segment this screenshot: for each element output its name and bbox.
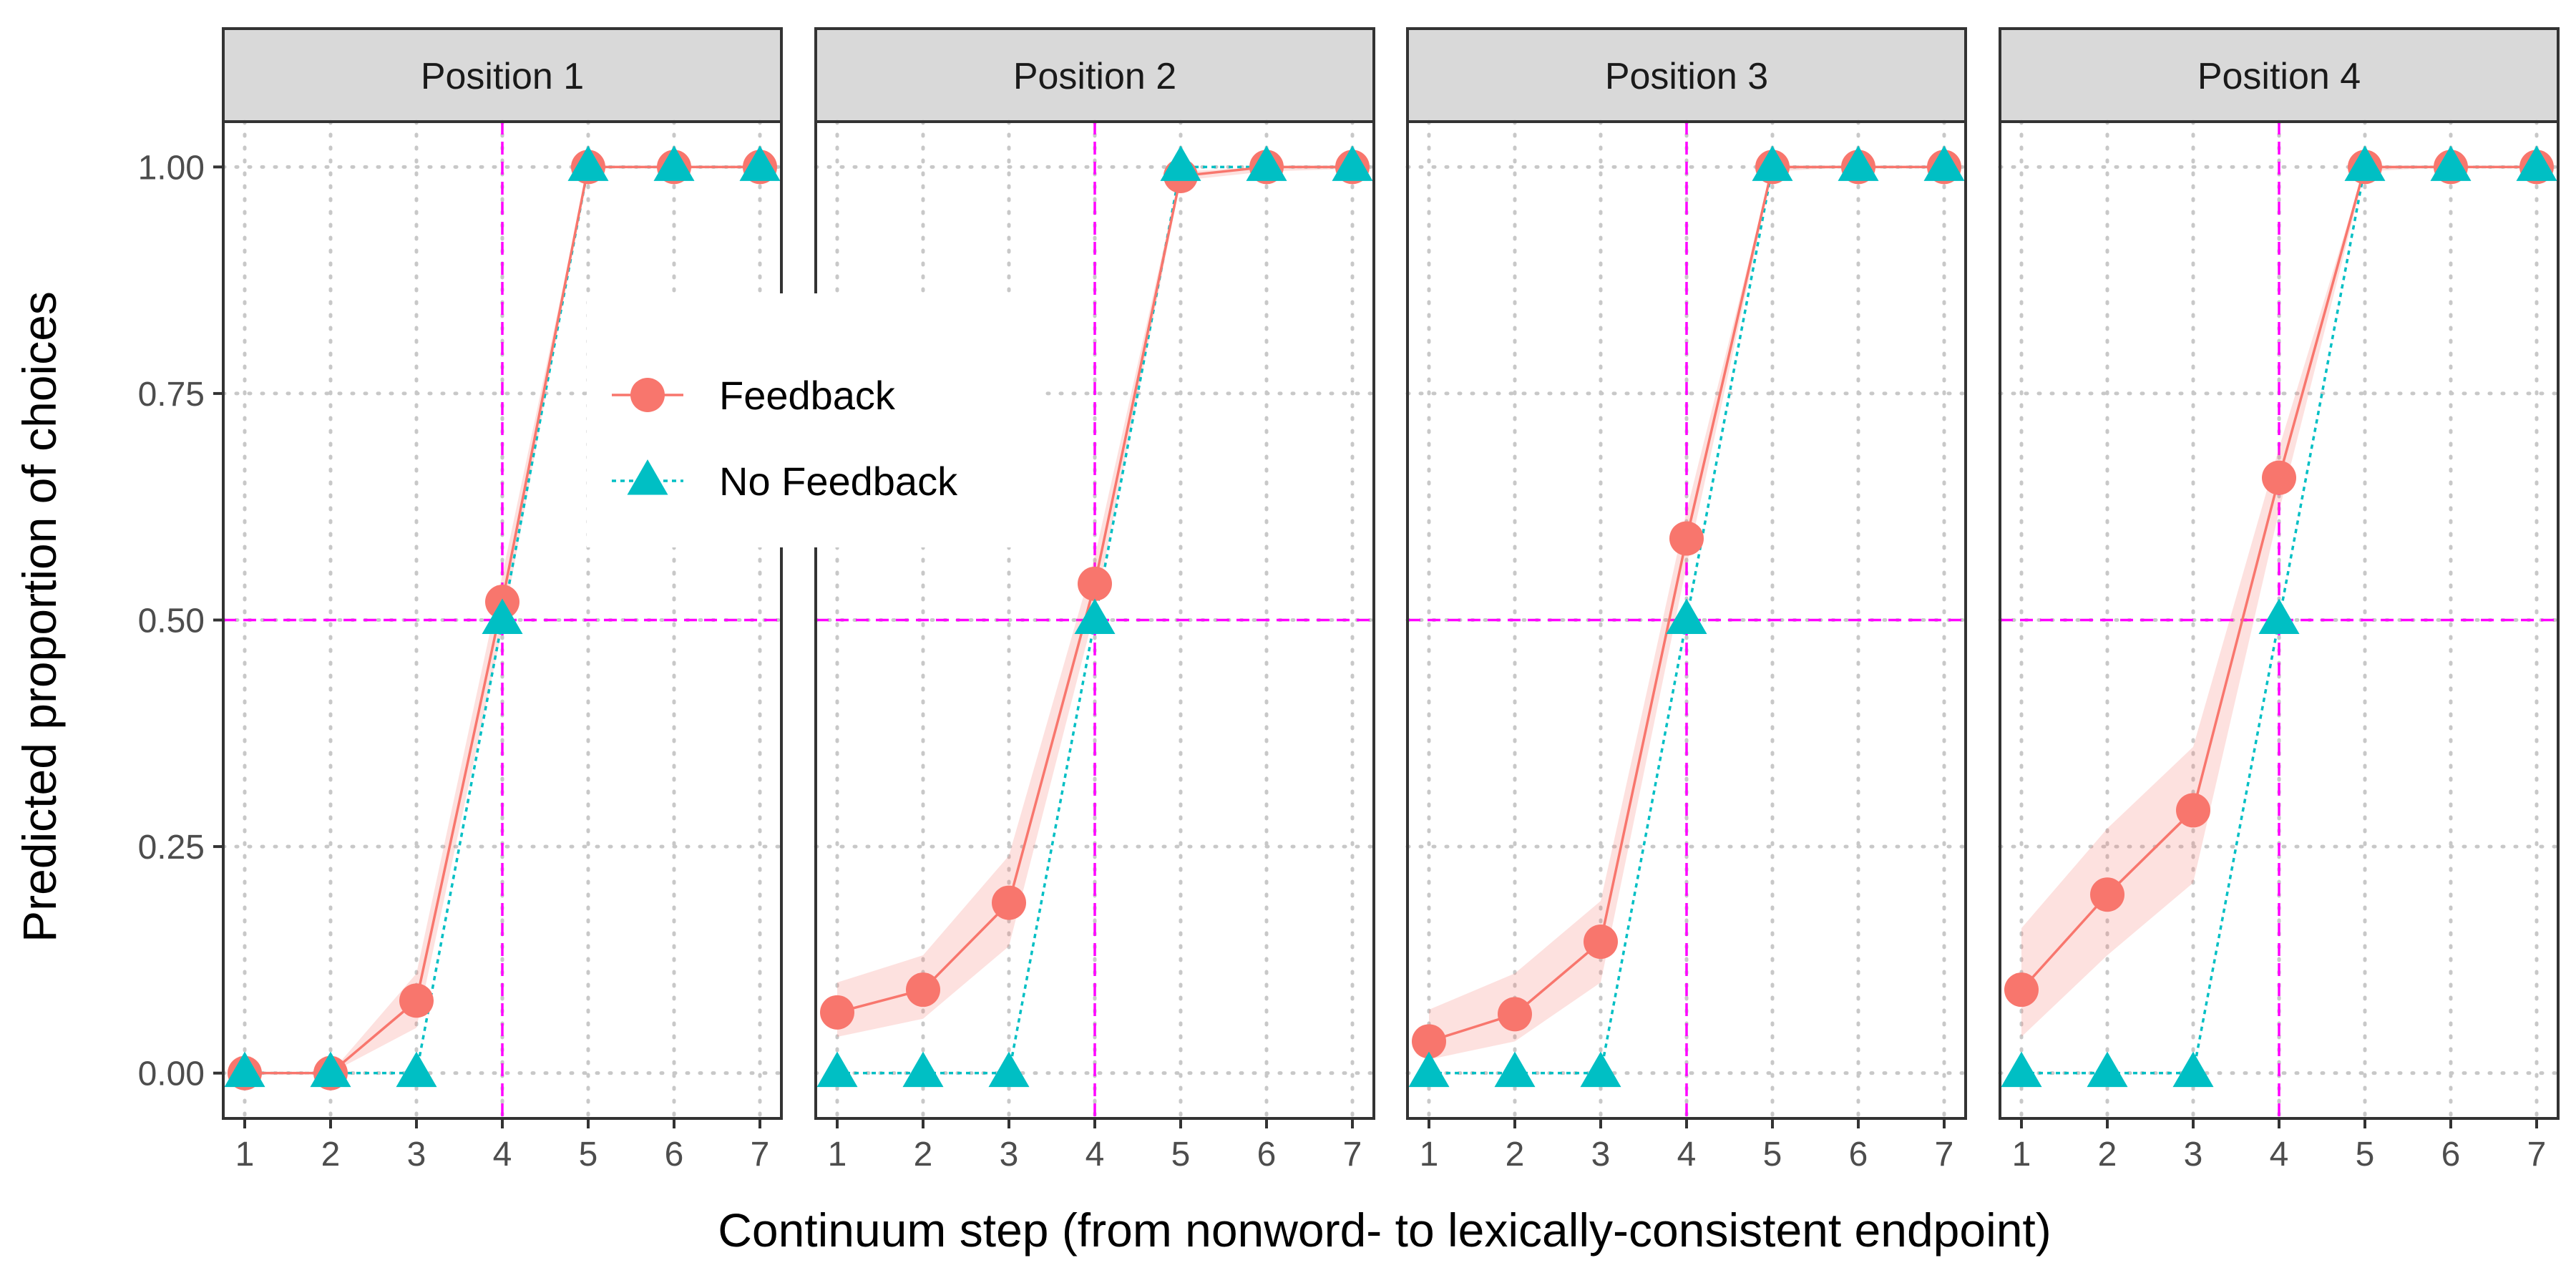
x-axis-title: Continuum step (from nonword- to lexical…: [718, 1204, 2051, 1257]
no-feedback-point: [567, 145, 609, 181]
x-tick-label: 4: [493, 1136, 512, 1174]
feedback-point: [1498, 997, 1532, 1032]
x-tick-label: 3: [1000, 1136, 1019, 1174]
legend-feedback-marker: [630, 378, 665, 412]
no-feedback-point: [2001, 1051, 2042, 1088]
no-feedback-point: [1408, 1051, 1450, 1088]
x-tick-label: 6: [1849, 1136, 1868, 1174]
no-feedback-point: [1074, 598, 1116, 634]
x-tick-label: 4: [2270, 1136, 2289, 1174]
legend: Feedback No Feedback: [587, 293, 1045, 547]
x-tick-label: 7: [1935, 1136, 1954, 1174]
x-tick-label: 2: [914, 1136, 933, 1174]
y-tick-label: 1.00: [138, 149, 205, 187]
panel-title: Position 2: [1013, 56, 1176, 97]
feedback-point: [992, 885, 1026, 920]
x-tick-label: 3: [1591, 1136, 1611, 1174]
panel-strip: [222, 27, 783, 123]
y-tick-label: 0.75: [138, 376, 205, 414]
feedback-point: [1412, 1024, 1446, 1059]
no-feedback-point: [739, 145, 781, 181]
no-feedback-point: [1666, 598, 1707, 634]
legend-no-feedback-marker: [627, 459, 668, 495]
legend-feedback-label: Feedback: [719, 373, 896, 418]
panel-strip: [1999, 27, 2560, 123]
feedback-point: [906, 972, 940, 1008]
x-tick-label: 5: [1763, 1136, 1782, 1174]
feedback-confidence-ribbon: [2021, 167, 2537, 1038]
x-tick-label: 5: [2356, 1136, 2375, 1174]
no-feedback-point: [653, 145, 695, 181]
panel-2: Position 2 1 2 3 4 5 6 7: [814, 27, 1376, 1174]
x-tick-label: 6: [2441, 1136, 2461, 1174]
no-feedback-point: [1752, 145, 1793, 181]
panel-title: Position 3: [1605, 56, 1768, 97]
no-feedback-point: [816, 1051, 858, 1088]
x-tick-label: 3: [2184, 1136, 2203, 1174]
x-tick-label: 2: [321, 1136, 341, 1174]
x-tick-label: 1: [235, 1136, 255, 1174]
y-axis-title: Predicted proportion of choices: [13, 291, 66, 942]
y-tick-label: 0.50: [138, 602, 205, 640]
no-feedback-point: [1332, 145, 1373, 181]
x-tick-label: 2: [2098, 1136, 2117, 1174]
feedback-point: [2004, 972, 2039, 1008]
panel-4: Position 4 1 2 3 4 5 6 7: [1998, 27, 2560, 1174]
x-tick-label: 1: [2012, 1136, 2031, 1174]
feedback-point: [1584, 924, 1618, 960]
y-tick-label: 0.00: [138, 1055, 205, 1093]
no-feedback-point: [1246, 145, 1287, 181]
x-tick-label: 7: [1343, 1136, 1362, 1174]
y-tick-label: 0.25: [138, 829, 205, 867]
x-tick-label: 1: [828, 1136, 847, 1174]
no-feedback-point: [902, 1051, 944, 1088]
legend-no-feedback-label: No Feedback: [719, 459, 958, 504]
no-feedback-point: [2516, 145, 2557, 181]
no-feedback-point: [2430, 145, 2472, 181]
x-tick-label: 7: [2527, 1136, 2547, 1174]
legend-background: [587, 293, 1045, 547]
no-feedback-point: [2087, 1051, 2128, 1088]
x-tick-label: 5: [1171, 1136, 1191, 1174]
no-feedback-point: [2258, 598, 2300, 634]
no-feedback-point: [1580, 1051, 1621, 1088]
x-tick-label: 2: [1506, 1136, 1525, 1174]
x-tick-label: 4: [1677, 1136, 1697, 1174]
no-feedback-point: [2172, 1051, 2214, 1088]
panel-title: Position 1: [421, 56, 584, 97]
no-feedback-point: [396, 1051, 437, 1088]
x-tick-label: 7: [751, 1136, 770, 1174]
no-feedback-point: [224, 1051, 265, 1088]
x-tick-label: 3: [407, 1136, 426, 1174]
panel-title: Position 4: [2197, 56, 2361, 97]
feedback-point: [1669, 521, 1704, 556]
feedback-point: [1078, 566, 1112, 601]
no-feedback-point: [310, 1051, 351, 1088]
x-tick-label: 5: [579, 1136, 598, 1174]
no-feedback-point: [1160, 145, 1201, 181]
feedback-point: [2176, 793, 2210, 828]
feedback-point: [399, 983, 434, 1018]
gridlines: [1405, 119, 1968, 1121]
no-feedback-point: [1923, 145, 1965, 181]
panel-3: Position 3 1 2 3 4 5 6 7: [1405, 27, 1968, 1174]
no-feedback-point: [988, 1051, 1030, 1088]
x-tick-label: 1: [1420, 1136, 1439, 1174]
no-feedback-point: [482, 598, 523, 634]
x-tick-label: 6: [1257, 1136, 1277, 1174]
x-tick-label: 4: [1085, 1136, 1105, 1174]
panel-1: Position 1 1 2 3 4 5 6 7: [221, 27, 784, 1174]
no-feedback-point: [1838, 145, 1879, 181]
feedback-point: [2090, 877, 2124, 912]
x-tick-label: 6: [665, 1136, 684, 1174]
no-feedback-point: [1494, 1051, 1536, 1088]
no-feedback-point: [2344, 145, 2386, 181]
feedback-point: [820, 995, 854, 1030]
y-axis: 0.00 0.25 0.50 0.75 1.00: [138, 149, 223, 1093]
feedback-point: [2262, 460, 2296, 495]
